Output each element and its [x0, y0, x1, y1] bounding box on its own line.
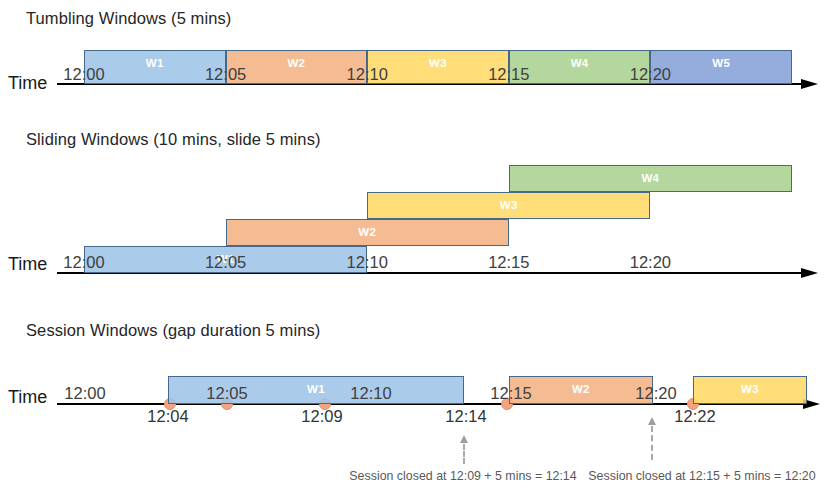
timeline-arrowhead-icon — [801, 268, 818, 278]
timeline-arrowhead-icon — [801, 79, 818, 89]
dashed-arrowhead-icon — [460, 435, 468, 443]
tick-label: 12:00 — [63, 65, 104, 84]
dashed-arrow-line — [463, 444, 465, 464]
time-axis-label: Time — [8, 387, 47, 408]
windowing-strategies-diagram: Tumbling Windows (5 mins) Time W1 W2 W3 W4 W5 1… — [0, 0, 829, 498]
window-label-w3: W3 — [500, 199, 518, 211]
tick-label: 12:00 — [64, 384, 105, 403]
section-title: Session Windows (gap duration 5 mins) — [26, 321, 320, 340]
window-label-w4: W4 — [641, 172, 659, 184]
window-label-w3: W3 — [429, 57, 447, 69]
dashed-arrow-line — [651, 426, 653, 460]
tick-label: 12:15 — [490, 384, 531, 403]
tick-label: 12:15 — [488, 65, 529, 84]
tick-label: 12:20 — [635, 384, 676, 403]
window-label-w2: W2 — [287, 57, 305, 69]
window-label-w3: W3 — [741, 383, 759, 395]
window-label-w1: W1 — [146, 57, 164, 69]
tick-label: 12:05 — [205, 253, 246, 272]
session-close-caption: Session closed at 12:09 + 5 mins = 12:14 — [349, 469, 576, 483]
window-label-w1: W1 — [307, 383, 325, 395]
event-time-label: 12:14 — [445, 407, 486, 426]
time-axis-label: Time — [8, 73, 47, 94]
time-axis-label: Time — [8, 254, 47, 275]
tick-label: 12:05 — [206, 384, 247, 403]
tick-label: 12:15 — [488, 253, 529, 272]
event-time-label: 12:22 — [674, 407, 715, 426]
section-title: Tumbling Windows (5 mins) — [26, 9, 231, 28]
tick-label: 12:10 — [350, 384, 391, 403]
event-time-label: 12:04 — [147, 407, 188, 426]
session-close-caption: Session closed at 12:15 + 5 mins = 12:20 — [588, 469, 815, 483]
tick-label: 12:10 — [347, 65, 388, 84]
section-title: Sliding Windows (10 mins, slide 5 mins) — [26, 130, 321, 149]
event-time-label: 12:09 — [301, 407, 342, 426]
window-label-w2: W2 — [572, 383, 590, 395]
tick-label: 12:20 — [630, 65, 671, 84]
window-label-w5: W5 — [712, 57, 730, 69]
window-label-w4: W4 — [571, 57, 589, 69]
tick-label: 12:10 — [347, 253, 388, 272]
tick-label: 12:05 — [205, 65, 246, 84]
tick-label: 12:20 — [630, 253, 671, 272]
dashed-arrowhead-icon — [648, 417, 656, 425]
window-label-w2: W2 — [358, 226, 376, 238]
tick-label: 12:00 — [63, 253, 104, 272]
